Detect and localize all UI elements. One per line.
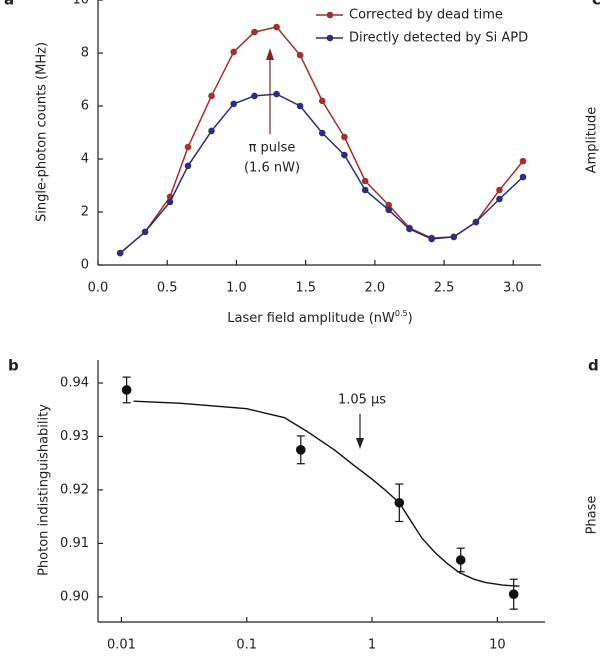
data-point [230, 100, 237, 108]
legend-marker [326, 34, 334, 42]
data-point [121, 385, 132, 395]
panel-label: b [8, 357, 19, 375]
data-point [116, 249, 124, 257]
annotation-arrowhead [356, 438, 364, 449]
data-point [273, 23, 280, 31]
data-point [273, 90, 280, 98]
panel-label: d [588, 357, 599, 375]
data-point [184, 143, 192, 151]
data-point [455, 555, 466, 565]
annotation: π pulse [249, 141, 296, 156]
data-point [251, 28, 258, 36]
x-tick-label: 0.01 [107, 638, 136, 653]
x-tick-label: 1.5 [295, 281, 316, 296]
data-point [361, 186, 369, 194]
data-point [184, 162, 192, 170]
x-axis-label-end: ) [408, 311, 413, 326]
data-point [295, 445, 306, 455]
legend-label: Directly detected by Si APD [349, 31, 528, 46]
x-tick-label: 10 [489, 638, 506, 653]
y-axis-label: Photon indistinguishability [37, 404, 52, 576]
x-tick-label: 2.0 [365, 281, 386, 296]
data-point [230, 48, 237, 56]
data-point [208, 92, 215, 100]
data-point [428, 235, 435, 243]
data-point [318, 129, 326, 137]
data-point [496, 195, 503, 203]
y-tick-label: 8 [81, 46, 89, 61]
data-point [166, 198, 174, 206]
data-point [472, 218, 480, 226]
annotation: 1.05 μs [338, 393, 386, 408]
data-point [519, 157, 527, 165]
y-tick-label: 0.91 [60, 536, 89, 551]
data-point [341, 151, 348, 159]
y-tick-label: 0.90 [60, 589, 89, 604]
x-axis-label-sup: 0.5 [395, 309, 408, 318]
legend-marker [326, 11, 334, 19]
x-axis-label-text: Laser field amplitude (nW [227, 311, 395, 326]
data-point [519, 173, 527, 181]
x-tick-label: 1.0 [226, 281, 247, 296]
y-tick-label: 6 [81, 99, 89, 114]
series-line [119, 93, 524, 254]
data-point [385, 206, 393, 214]
data-point [208, 127, 215, 135]
data-point [341, 133, 348, 141]
y-tick-label: 0 [81, 258, 89, 273]
side-axis-label: Amplitude [585, 107, 600, 174]
data-point [496, 186, 503, 194]
x-tick-label: 0.1 [236, 638, 257, 653]
y-tick-label: 0.93 [60, 429, 89, 444]
y-tick-label: 2 [81, 205, 89, 220]
data-point [251, 92, 258, 100]
data-point [508, 589, 519, 599]
x-tick-label: 1 [368, 638, 376, 653]
annotation: (1.6 nW) [244, 161, 300, 176]
data-point [385, 201, 393, 209]
x-tick-label: 2.5 [434, 281, 455, 296]
x-axis-label: Laser field amplitude (nW0.5) [227, 309, 412, 326]
panel-label: a [4, 0, 14, 9]
fit-curve [133, 400, 520, 587]
data-point [406, 225, 413, 233]
annotation-arrowhead [266, 48, 274, 60]
data-point [296, 51, 304, 59]
data-point [361, 177, 369, 185]
x-tick-label: 0.0 [88, 281, 109, 296]
y-tick-label: 10 [72, 0, 89, 8]
data-point [318, 97, 326, 105]
y-tick-label: 4 [81, 152, 89, 167]
panel-label: c [592, 0, 600, 9]
legend-label: Corrected by dead time [349, 8, 503, 23]
data-point [450, 233, 458, 241]
y-tick-label: 0.92 [60, 482, 89, 497]
data-point [296, 102, 304, 110]
series-line [119, 26, 524, 254]
x-tick-label: 0.5 [157, 281, 178, 296]
x-tick-label: 3.0 [503, 281, 524, 296]
side-axis-label: Phase [585, 496, 600, 535]
data-point [141, 228, 149, 236]
y-axis-label: Single-photon counts (MHz) [35, 42, 50, 222]
y-tick-label: 0.94 [60, 375, 89, 390]
